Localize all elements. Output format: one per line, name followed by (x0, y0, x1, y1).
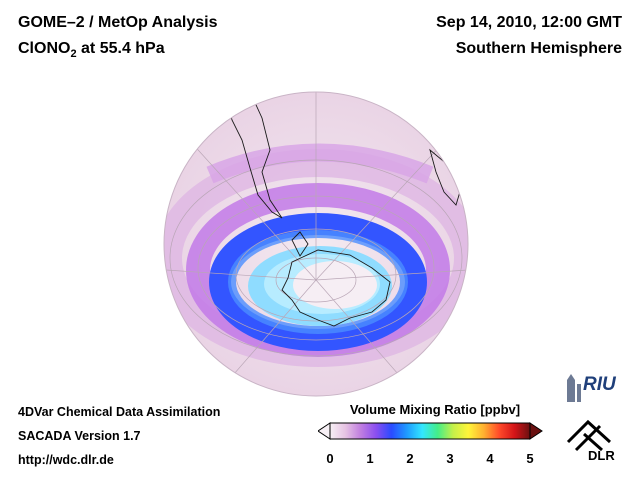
footer-assimilation: 4DVar Chemical Data Assimilation (18, 405, 221, 419)
colorbar-low-arrow (318, 422, 331, 440)
dlr-logo-text: DLR (588, 448, 615, 463)
colorbar-high-arrow (529, 422, 543, 440)
riu-logo-text: RIU (583, 374, 616, 395)
instrument-title: GOME–2 / MetOp Analysis (18, 14, 218, 31)
riu-logo-icon (567, 374, 581, 402)
field-layer (164, 92, 468, 396)
graticule (165, 92, 468, 391)
species-subscript: 2 (70, 48, 77, 61)
colorbar-tick-label: 0 (326, 451, 334, 466)
dlr-logo-icon (566, 419, 612, 452)
globe-outline (163, 91, 469, 397)
colorbar-tick-label: 1 (366, 451, 374, 466)
colorbar-tick-label: 5 (526, 451, 534, 466)
colorbar-tick-label: 3 (446, 451, 454, 466)
colorbar-tick-label: 2 (406, 451, 414, 466)
colorbar-tick-label: 4 (486, 451, 494, 466)
species-suffix: at 55.4 hPa (76, 40, 165, 57)
footer-url: http://wdc.dlr.de (18, 453, 114, 467)
colorbar (318, 422, 543, 440)
colorbar-title: Volume Mixing Ratio [ppbv] (349, 402, 521, 417)
region-label: Southern Hemisphere (455, 40, 622, 57)
footer-version: SACADA Version 1.7 (18, 429, 141, 443)
datetime-label: Sep 14, 2010, 12:00 GMT (436, 14, 622, 31)
species-title: ClONO2 at 55.4 hPa (18, 40, 165, 60)
colorbar-ramp (329, 422, 531, 440)
species-main: ClONO (18, 40, 71, 57)
